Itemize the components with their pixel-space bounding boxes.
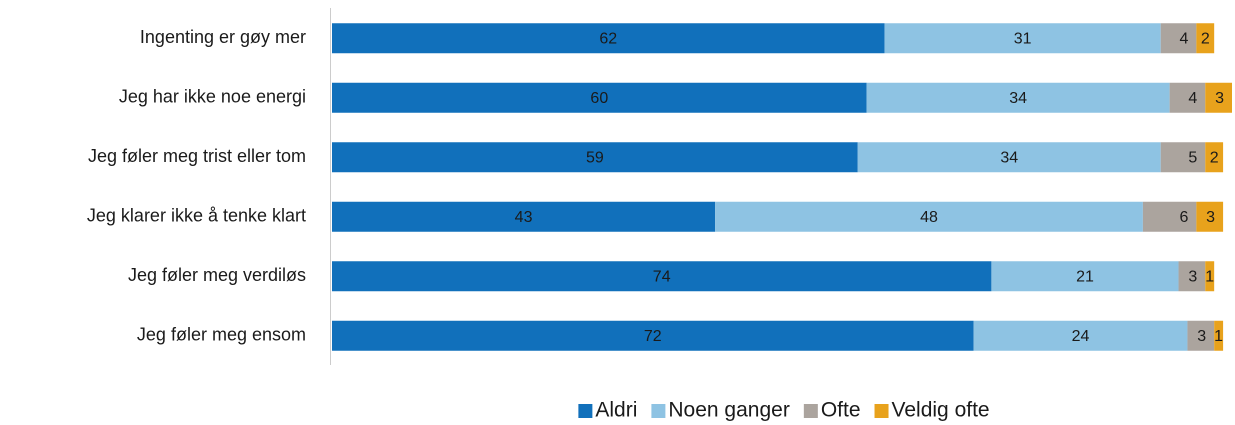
bar-segment [1205, 142, 1224, 173]
value-label: 62 [599, 30, 617, 47]
legend-swatch [803, 404, 818, 418]
legend-item: Aldri [578, 399, 637, 422]
bar-segment [332, 23, 885, 54]
bar-segment [1214, 320, 1224, 351]
value-label: 34 [1000, 149, 1018, 166]
value-label: 5 [1188, 149, 1197, 166]
bar-segment [1205, 261, 1215, 292]
y-tick-label: Jeg føler meg verdiløs [128, 265, 306, 285]
value-label: 72 [644, 328, 662, 345]
value-label: 74 [653, 268, 671, 285]
y-tick-label: Ingenting er gøy mer [140, 27, 306, 47]
legend: Aldri Noen ganger Ofte Veldig ofte [578, 399, 990, 422]
value-label: 31 [1014, 30, 1032, 47]
bar-segment [991, 261, 1179, 292]
legend-swatch [874, 404, 889, 418]
value-label: 6 [1179, 209, 1188, 226]
legend-label: Ofte [821, 399, 861, 422]
legend-label: Veldig ofte [892, 399, 990, 422]
value-label: 1 [1205, 268, 1214, 285]
value-label: 59 [586, 149, 604, 166]
bar-segment [1142, 201, 1197, 232]
value-label: 43 [515, 209, 533, 226]
y-tick-label: Jeg klarer ikke å tenke klart [87, 206, 306, 226]
bar-segment [1160, 23, 1197, 54]
value-label: 4 [1179, 30, 1188, 47]
value-label: 4 [1188, 90, 1197, 107]
value-label: 3 [1215, 90, 1224, 107]
bar-segment [332, 201, 716, 232]
value-label: 60 [590, 90, 608, 107]
value-label: 2 [1210, 149, 1219, 166]
value-label: 34 [1009, 90, 1027, 107]
value-label: 1 [1214, 328, 1223, 345]
legend-swatch [651, 404, 666, 418]
legend-label: Noen ganger [668, 399, 789, 422]
y-tick-label: Jeg føler meg trist eller tom [88, 146, 306, 166]
bar-segment [1196, 23, 1215, 54]
legend-label: Aldri [595, 399, 637, 422]
bar-segment [973, 320, 1188, 351]
legend-item: Ofte [803, 399, 861, 422]
legend-swatch [578, 404, 593, 418]
bar-segment [715, 201, 1143, 232]
bar-segment [1178, 261, 1206, 292]
bar-segment [332, 320, 974, 351]
legend-item: Noen ganger [651, 399, 790, 422]
bar-segment [1196, 201, 1224, 232]
bar-segment [866, 82, 1170, 113]
bar-segment [884, 23, 1161, 54]
y-tick-label: Jeg har ikke noe energi [119, 87, 306, 107]
value-label: 3 [1206, 209, 1215, 226]
y-tick-label: Jeg føler meg ensom [137, 325, 306, 345]
bar-segment [857, 142, 1161, 173]
value-label: 21 [1076, 268, 1094, 285]
bar-segment [1169, 82, 1206, 113]
bar-segment [1160, 142, 1206, 173]
value-label: 3 [1197, 328, 1206, 345]
bar-segment [1205, 82, 1232, 113]
bar-segment [332, 82, 867, 113]
value-label: 3 [1188, 268, 1197, 285]
value-label: 48 [920, 209, 938, 226]
legend-item: Veldig ofte [874, 399, 990, 422]
value-label: 2 [1201, 30, 1210, 47]
bar-segment [332, 142, 858, 173]
bar-segment [332, 261, 992, 292]
bar-segment [1187, 320, 1215, 351]
value-label: 24 [1072, 328, 1090, 345]
